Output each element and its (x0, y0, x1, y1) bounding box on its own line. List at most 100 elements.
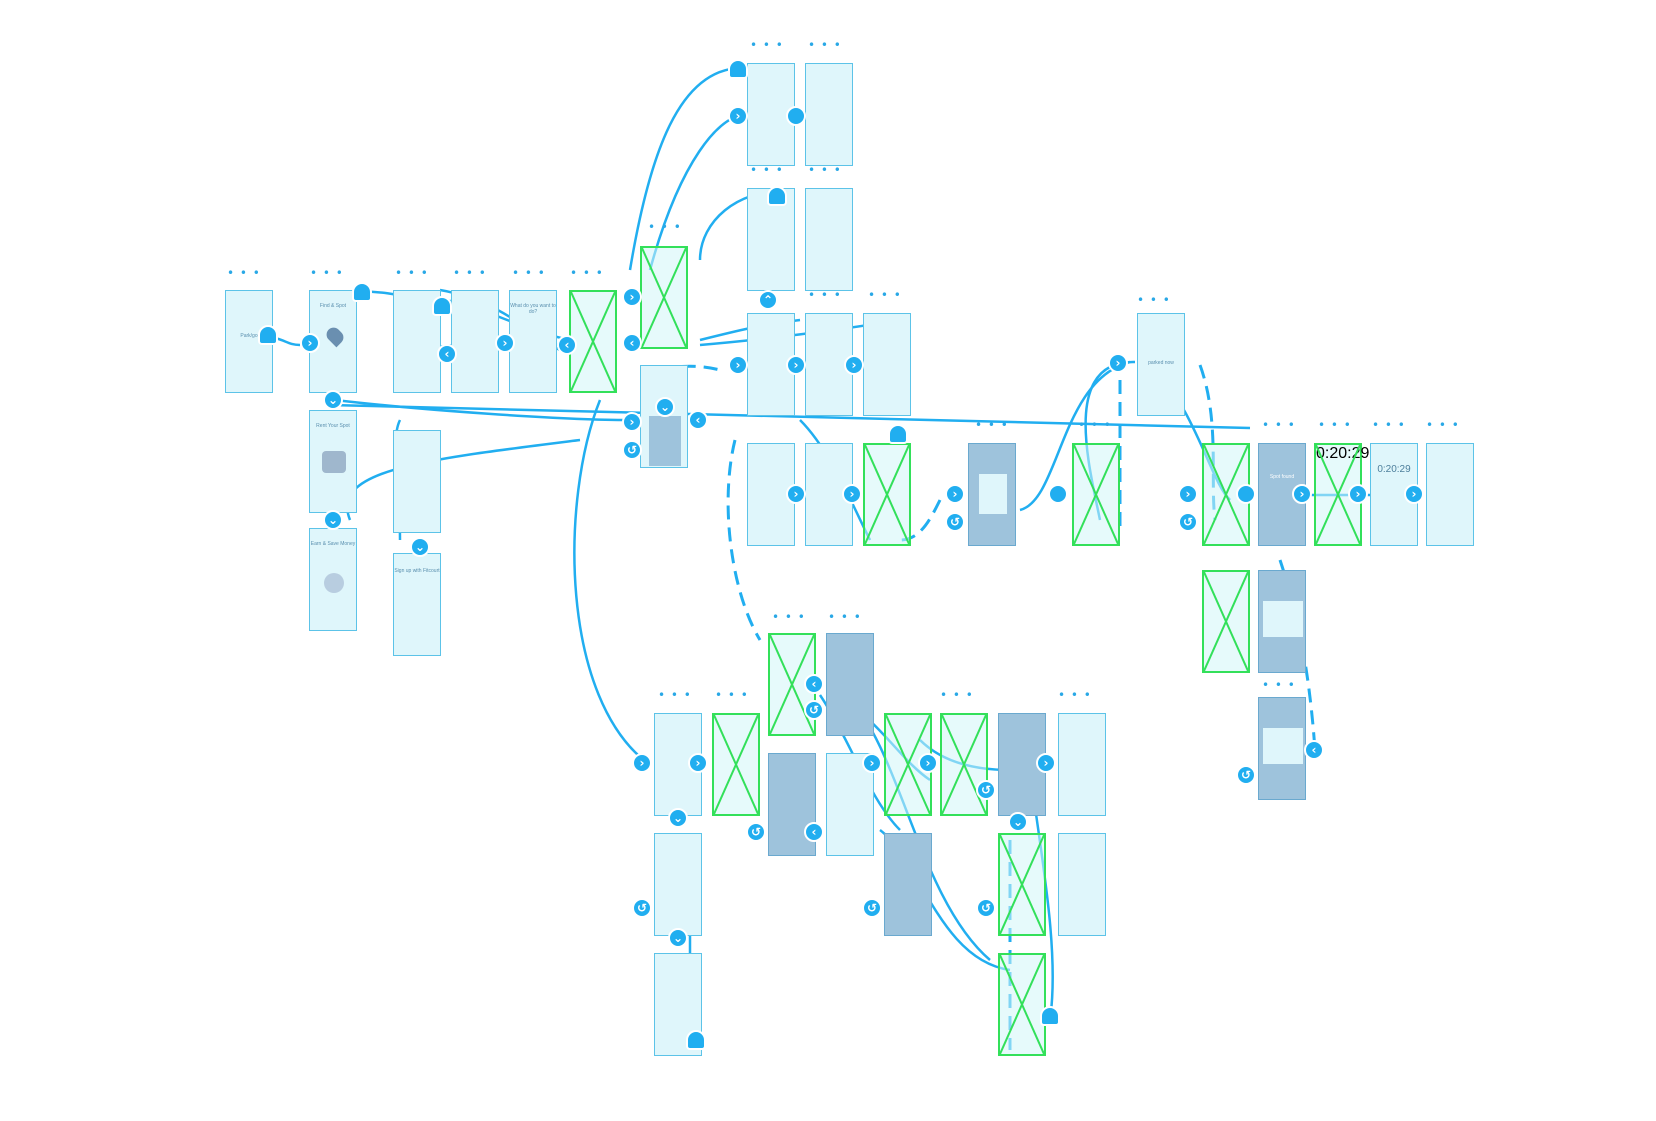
board-menu-icon[interactable]: • • • (1372, 418, 1406, 432)
down-link-node[interactable]: ⌄ (1008, 812, 1028, 832)
undo-link-node[interactable]: ↺ (746, 822, 766, 842)
board-menu[interactable] (640, 365, 688, 468)
undo-link-node[interactable]: ↺ (632, 898, 652, 918)
board-onboarding-2[interactable]: Rent Your Spot (309, 410, 357, 513)
board-signup[interactable]: Sign up with Fitcourt (393, 553, 441, 656)
placeholder-board[interactable] (998, 953, 1046, 1056)
board-menu-icon[interactable]: • • • (648, 220, 682, 234)
back-link-node[interactable]: ‹ (622, 333, 642, 353)
placeholder-board[interactable] (998, 833, 1046, 936)
board-menu-icon[interactable]: • • • (395, 266, 429, 280)
board-menu-icon[interactable]: • • • (512, 266, 546, 280)
forward-link-node[interactable]: › (728, 106, 748, 126)
forward-link-node[interactable]: › (1036, 753, 1056, 773)
board-parked[interactable]: parked now (1137, 313, 1185, 416)
board-menu-icon[interactable]: • • • (1058, 688, 1092, 702)
forward-link-node[interactable]: › (495, 333, 515, 353)
board-confirm[interactable] (968, 443, 1016, 546)
link-handle-node[interactable] (352, 282, 372, 302)
board-menu-icon[interactable]: • • • (1318, 418, 1352, 432)
forward-link-node[interactable]: › (632, 753, 652, 773)
forward-link-node[interactable]: › (862, 753, 882, 773)
forward-link-node[interactable]: › (1348, 484, 1368, 504)
board-keypad[interactable] (393, 430, 441, 533)
down-link-node[interactable]: ⌄ (655, 397, 675, 417)
undo-link-node[interactable]: ↺ (976, 780, 996, 800)
down-link-node[interactable]: ⌄ (410, 537, 430, 557)
board-menu-icon[interactable]: • • • (808, 163, 842, 177)
board-question[interactable]: What do you want to do? (509, 290, 557, 393)
forward-link-node[interactable]: › (844, 355, 864, 375)
board-menu-icon[interactable]: • • • (828, 610, 862, 624)
board-menu-icon[interactable]: • • • (808, 38, 842, 52)
board-onboarding-3[interactable]: Earn & Save Money (309, 528, 357, 631)
board-menu-icon[interactable]: • • • (715, 688, 749, 702)
board-host-summary[interactable] (1058, 833, 1106, 936)
board-menu-icon[interactable]: • • • (1137, 293, 1171, 307)
board-menu-icon[interactable]: • • • (940, 688, 974, 702)
board-host-done[interactable] (1058, 713, 1106, 816)
link-handle-node[interactable] (1048, 484, 1068, 504)
board-address-3[interactable] (863, 313, 911, 416)
board-menu-icon[interactable]: • • • (1262, 418, 1296, 432)
forward-link-node[interactable]: › (688, 753, 708, 773)
board-login-form[interactable] (451, 290, 499, 393)
board-dialog-2[interactable] (1258, 697, 1306, 800)
down-link-node[interactable]: ⌄ (323, 510, 343, 530)
board-menu-icon[interactable]: • • • (750, 38, 784, 52)
placeholder-board[interactable] (712, 713, 760, 816)
board-host-details[interactable] (654, 833, 702, 936)
forward-link-node[interactable]: › (786, 355, 806, 375)
link-handle-node[interactable] (767, 186, 787, 206)
board-rating[interactable] (1426, 443, 1474, 546)
forward-link-node[interactable]: › (622, 287, 642, 307)
down-link-node[interactable]: ⌄ (668, 808, 688, 828)
board-search-result[interactable] (805, 63, 853, 166)
forward-link-node[interactable]: › (918, 753, 938, 773)
forward-link-node[interactable]: › (786, 484, 806, 504)
undo-link-node[interactable]: ↺ (804, 700, 824, 720)
board-menu-icon[interactable]: • • • (868, 288, 902, 302)
link-handle-node[interactable] (728, 59, 748, 79)
placeholder-board[interactable] (1072, 443, 1120, 546)
placeholder-board[interactable] (1202, 570, 1250, 673)
forward-link-node[interactable]: › (1404, 484, 1424, 504)
back-link-node[interactable]: ‹ (804, 822, 824, 842)
down-link-node[interactable]: ⌄ (668, 928, 688, 948)
back-link-node[interactable]: ‹ (688, 410, 708, 430)
placeholder-board[interactable] (863, 443, 911, 546)
board-menu-icon[interactable]: • • • (975, 418, 1009, 432)
back-link-node[interactable]: ‹ (437, 344, 457, 364)
undo-link-node[interactable]: ↺ (622, 440, 642, 460)
link-handle-node[interactable] (888, 424, 908, 444)
forward-link-node[interactable]: › (728, 355, 748, 375)
board-menu-icon[interactable]: • • • (1078, 418, 1112, 432)
forward-link-node[interactable]: › (622, 412, 642, 432)
undo-link-node[interactable]: ↺ (976, 898, 996, 918)
forward-link-node[interactable]: › (1178, 484, 1198, 504)
board-menu-icon[interactable]: • • • (1262, 678, 1296, 692)
board-host-dialog-2[interactable] (884, 833, 932, 936)
board-lower-dialog[interactable] (826, 633, 874, 736)
link-handle-node[interactable] (786, 106, 806, 126)
back-link-node[interactable]: ‹ (804, 674, 824, 694)
link-handle-node[interactable] (1236, 484, 1256, 504)
board-menu-icon[interactable]: • • • (1426, 418, 1460, 432)
up-link-node[interactable]: ⌃ (758, 290, 778, 310)
board-menu-icon[interactable]: • • • (750, 163, 784, 177)
back-link-node[interactable]: ‹ (1304, 740, 1324, 760)
forward-link-node[interactable]: › (1108, 353, 1128, 373)
forward-link-node[interactable]: › (842, 484, 862, 504)
back-link-node[interactable]: ‹ (557, 335, 577, 355)
down-link-node[interactable]: ⌄ (323, 390, 343, 410)
placeholder-board[interactable] (940, 713, 988, 816)
board-keyboard-2[interactable] (805, 188, 853, 291)
link-handle-node[interactable] (1040, 1006, 1060, 1026)
undo-link-node[interactable]: ↺ (945, 512, 965, 532)
forward-link-node[interactable]: › (1292, 484, 1312, 504)
forward-link-node[interactable]: › (945, 484, 965, 504)
board-menu-icon[interactable]: • • • (570, 266, 604, 280)
link-handle-node[interactable] (686, 1030, 706, 1050)
link-handle-node[interactable] (432, 296, 452, 316)
